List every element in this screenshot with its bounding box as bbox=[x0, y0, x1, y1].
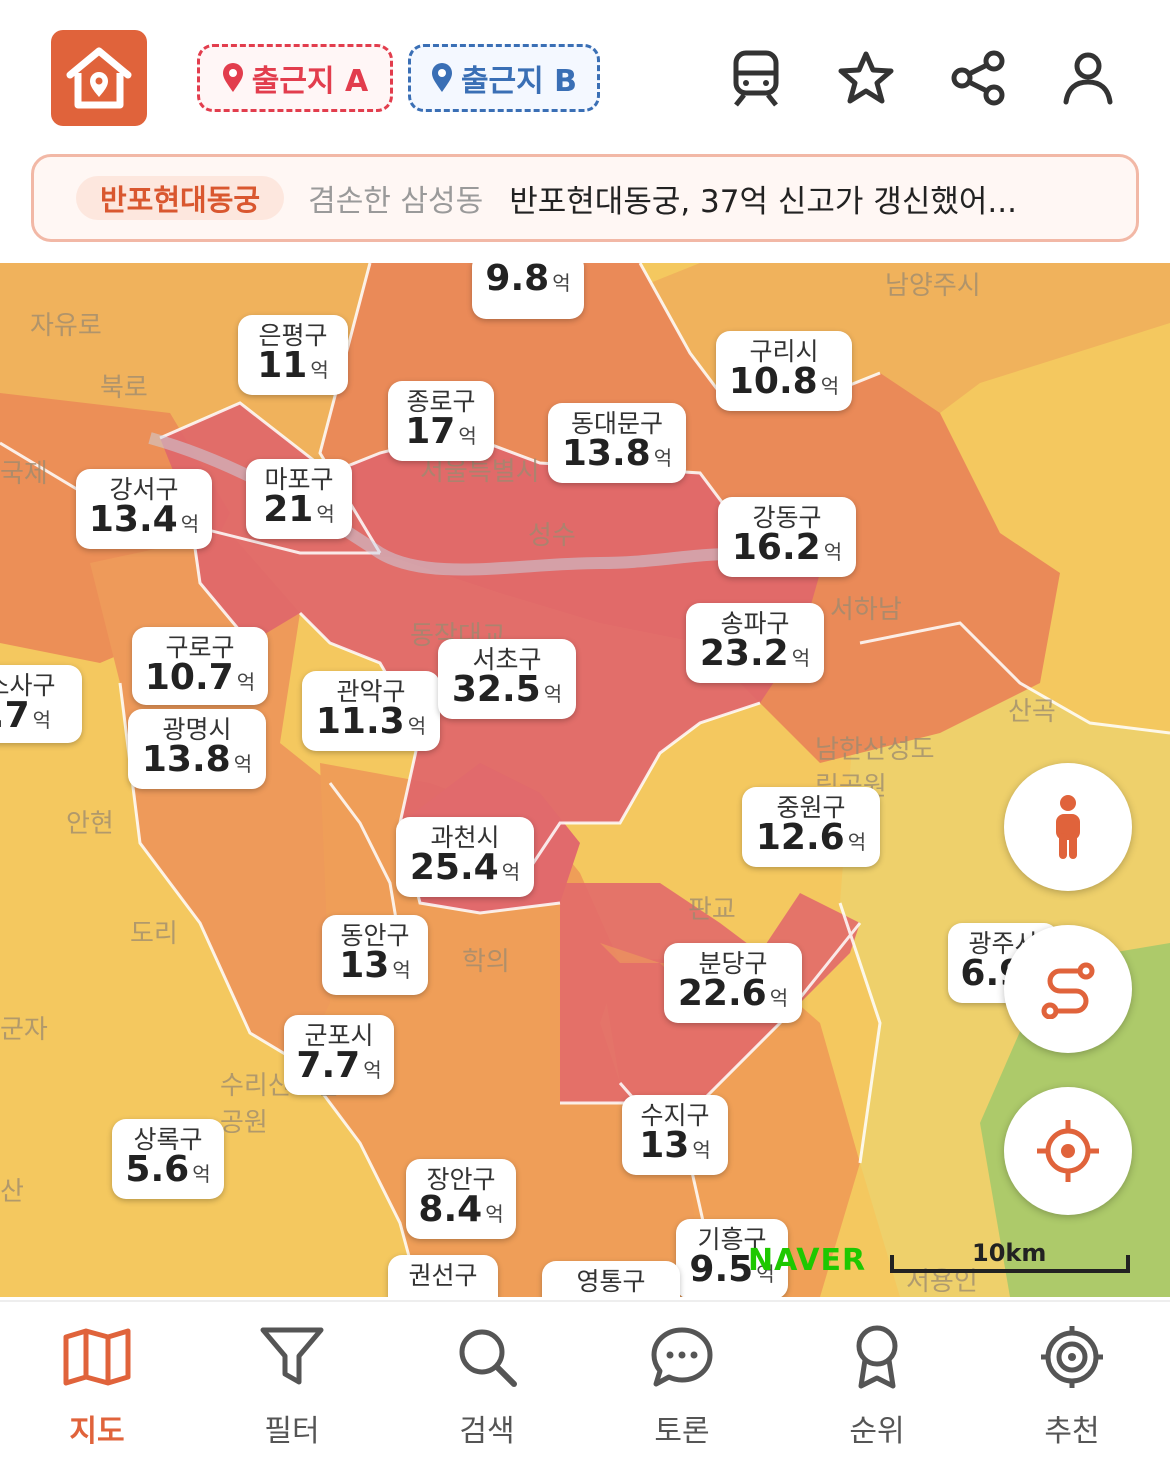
place-label: 서울특별시 bbox=[420, 457, 540, 487]
route-button[interactable] bbox=[1004, 925, 1132, 1053]
share-icon bbox=[951, 50, 1005, 106]
scale-label: 10km bbox=[972, 1239, 1047, 1267]
region-label[interactable]: 동대문구 13.8 억 bbox=[548, 403, 686, 483]
route-icon bbox=[1041, 962, 1095, 1019]
bottom-nav: 지도 필터 검색 토론 순위 추천 bbox=[0, 1300, 1170, 1466]
region-label[interactable]: 분당구 22.6 억 bbox=[664, 943, 802, 1023]
region-label[interactable]: 중원구 12.6 억 bbox=[742, 787, 880, 867]
locate-icon bbox=[1037, 1120, 1099, 1182]
map-scale: 10km bbox=[890, 1231, 1130, 1273]
place-label: 북로 bbox=[100, 373, 148, 403]
origin-a-chip[interactable]: 출근지 A bbox=[197, 44, 393, 112]
region-label[interactable]: 권선구 bbox=[388, 1255, 498, 1297]
place-label: 성수 bbox=[528, 521, 576, 551]
train-icon bbox=[733, 50, 779, 107]
tab-discussion[interactable]: 토론 bbox=[602, 1322, 762, 1452]
origin-a-label: 출근지 A bbox=[251, 64, 369, 99]
region-label[interactable]: 기흥구 9.5 억 bbox=[676, 1219, 788, 1297]
person-icon bbox=[1056, 795, 1080, 859]
region-label[interactable]: 과천시 25.4 억 bbox=[396, 817, 534, 897]
tab-label: 검색 bbox=[459, 1414, 515, 1449]
chat-icon bbox=[651, 1327, 713, 1387]
tab-map[interactable]: 지도 bbox=[17, 1322, 177, 1452]
tab-search[interactable]: 검색 bbox=[407, 1322, 567, 1452]
region-label[interactable]: 서초구 32.5 억 bbox=[438, 639, 576, 719]
place-label: 산 bbox=[0, 1177, 24, 1207]
star-icon bbox=[838, 51, 894, 104]
region-label[interactable]: 송파구 23.2 억 bbox=[686, 603, 824, 683]
filter-icon bbox=[260, 1327, 324, 1385]
search-icon bbox=[459, 1329, 517, 1387]
region-label[interactable]: 구리시 10.8 억 bbox=[716, 331, 852, 411]
profile-button[interactable] bbox=[1056, 46, 1120, 110]
apartment-tag[interactable]: 반포현대동궁 bbox=[76, 176, 285, 220]
map-pin-icon bbox=[431, 63, 452, 92]
home-logo-button[interactable] bbox=[51, 30, 147, 126]
tab-ranking[interactable]: 순위 bbox=[797, 1322, 957, 1452]
tab-label: 추천 bbox=[1044, 1414, 1100, 1449]
region-label[interactable]: 은평구 11 억 bbox=[238, 315, 348, 395]
region-label[interactable]: 소사구.7억 bbox=[0, 665, 82, 743]
origin-b-label: 출근지 B bbox=[460, 64, 578, 99]
target-icon bbox=[1041, 1326, 1103, 1388]
ranking-icon bbox=[856, 1325, 898, 1389]
favorite-button[interactable] bbox=[834, 46, 898, 110]
place-label: 학의 bbox=[462, 947, 510, 977]
tab-label: 토론 bbox=[654, 1414, 710, 1449]
region-label[interactable]: 강동구 16.2 억 bbox=[718, 497, 856, 577]
region-label[interactable]: 9.8 억 bbox=[472, 263, 584, 319]
region-label[interactable]: 군포시 7.7 억 bbox=[284, 1015, 394, 1095]
author-tag: 겸손한 삼성동 bbox=[308, 184, 484, 219]
region-label[interactable]: 강서구 13.4 억 bbox=[76, 469, 212, 549]
price-map[interactable]: 자유로 북로 서울특별시 성수 동작대교 서하남 남양주시 산곡 남한산성도립공… bbox=[0, 263, 1170, 1297]
place-label: 도리 bbox=[130, 919, 178, 949]
place-label: 군자 bbox=[0, 1015, 48, 1045]
region-label[interactable]: 영통구 bbox=[542, 1261, 680, 1297]
tab-label: 필터 bbox=[264, 1414, 320, 1449]
region-label[interactable]: 수지구 13 억 bbox=[622, 1095, 728, 1175]
region-label[interactable]: 장안구 8.4 억 bbox=[406, 1159, 516, 1239]
place-label: 서하남 bbox=[830, 595, 902, 625]
place-label: 남양주시 bbox=[885, 271, 981, 301]
place-label: 산곡 bbox=[1008, 697, 1056, 727]
origin-b-chip[interactable]: 출근지 B bbox=[408, 44, 600, 112]
house-location-icon bbox=[66, 47, 132, 109]
region-label[interactable]: 종로구 17 억 bbox=[388, 381, 494, 461]
region-label[interactable]: 동안구 13 억 bbox=[322, 915, 428, 995]
tab-recommend[interactable]: 추천 bbox=[992, 1322, 1152, 1452]
tab-filter[interactable]: 필터 bbox=[212, 1322, 372, 1452]
user-icon bbox=[1063, 52, 1113, 105]
region-label[interactable]: 광명시 13.8 억 bbox=[128, 709, 266, 789]
news-headline[interactable]: 반포현대동궁, 37억 신고가 갱신했어... bbox=[509, 183, 1017, 220]
place-label: 판교 bbox=[688, 895, 736, 925]
tab-label: 지도 bbox=[69, 1414, 125, 1449]
place-label: 자유로 bbox=[30, 311, 102, 341]
top-bar: 출근지 A 출근지 B bbox=[0, 0, 1170, 150]
map-pin-icon bbox=[222, 63, 243, 92]
walk-mode-button[interactable] bbox=[1004, 763, 1132, 891]
share-button[interactable] bbox=[946, 46, 1010, 110]
tab-label: 순위 bbox=[849, 1414, 905, 1449]
naver-attribution: NAVER bbox=[748, 1243, 867, 1278]
region-label[interactable]: 구로구 10.7 억 bbox=[132, 627, 268, 705]
place-label: 안현 bbox=[66, 809, 114, 839]
place-label: 국제 bbox=[0, 459, 48, 489]
region-label[interactable]: 상록구 5.6 억 bbox=[112, 1119, 224, 1199]
region-label[interactable]: 관악구 11.3 억 bbox=[302, 671, 440, 751]
transit-button[interactable] bbox=[724, 46, 788, 110]
region-label[interactable]: 마포구 21 억 bbox=[246, 459, 352, 539]
map-icon bbox=[63, 1328, 131, 1386]
my-location-button[interactable] bbox=[1004, 1087, 1132, 1215]
news-banner[interactable]: 반포현대동궁 겸손한 삼성동 반포현대동궁, 37억 신고가 갱신했어... bbox=[31, 154, 1139, 242]
